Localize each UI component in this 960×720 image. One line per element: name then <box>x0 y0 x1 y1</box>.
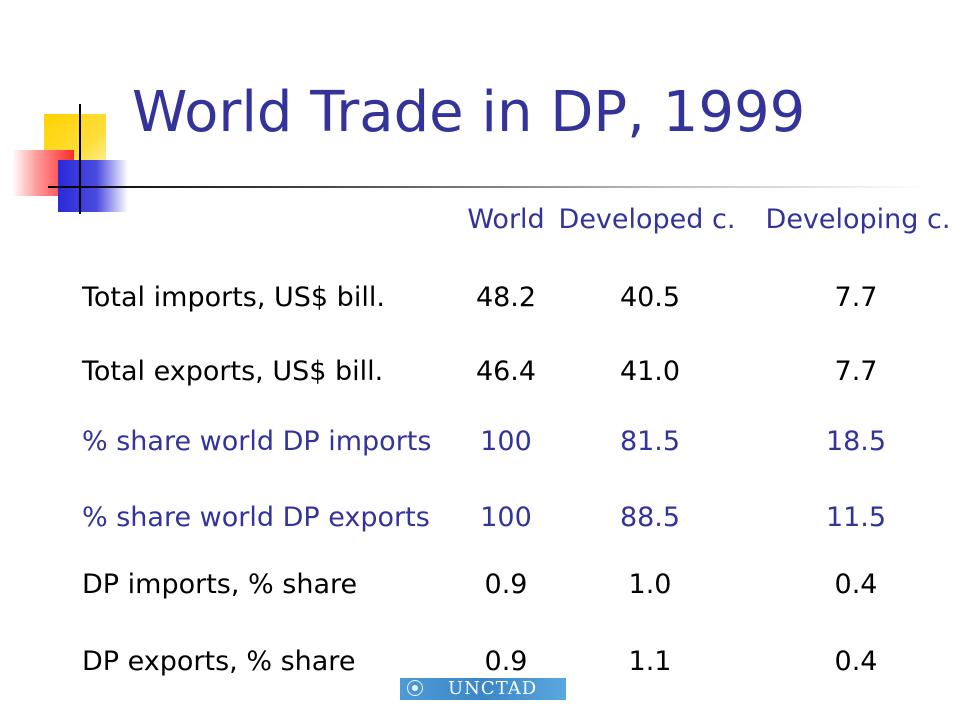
value-developed: 81.5 <box>619 426 681 457</box>
value-developing: 7.7 <box>834 356 878 387</box>
value-developed: 40.5 <box>619 282 681 313</box>
slide-title: World Trade in DP, 1999 <box>132 80 806 145</box>
un-emblem-icon <box>407 680 423 696</box>
logo-text: UNCTAD <box>448 678 538 699</box>
value-developing: 18.5 <box>825 426 887 457</box>
column-header-developed: Developed c. <box>558 204 736 235</box>
value-developing: 0.4 <box>834 569 878 600</box>
column-header-world: World <box>467 204 545 235</box>
row-label: Total imports, US$ bill. <box>82 282 385 313</box>
title-underline <box>48 186 928 188</box>
value-world: 100 <box>480 502 532 533</box>
value-world: 0.9 <box>484 569 528 600</box>
value-developing: 0.4 <box>834 646 878 677</box>
value-world: 46.4 <box>475 356 537 387</box>
value-world: 100 <box>480 426 532 457</box>
row-label: % share world DP imports <box>82 426 432 457</box>
value-developing: 7.7 <box>834 282 878 313</box>
row-label: DP imports, % share <box>82 569 358 600</box>
value-developed: 41.0 <box>619 356 681 387</box>
row-label: DP exports, % share <box>82 646 356 677</box>
unctad-logo: UNCTAD <box>400 678 566 700</box>
value-world: 0.9 <box>484 646 528 677</box>
value-developed: 1.0 <box>628 569 672 600</box>
value-developed: 1.1 <box>628 646 672 677</box>
value-developing: 11.5 <box>825 502 887 533</box>
value-world: 48.2 <box>475 282 537 313</box>
decor-vertical-line <box>79 104 81 214</box>
column-header-developing: Developing c. <box>765 204 951 235</box>
value-developed: 88.5 <box>619 502 681 533</box>
row-label: % share world DP exports <box>82 502 430 533</box>
row-label: Total exports, US$ bill. <box>82 356 384 387</box>
